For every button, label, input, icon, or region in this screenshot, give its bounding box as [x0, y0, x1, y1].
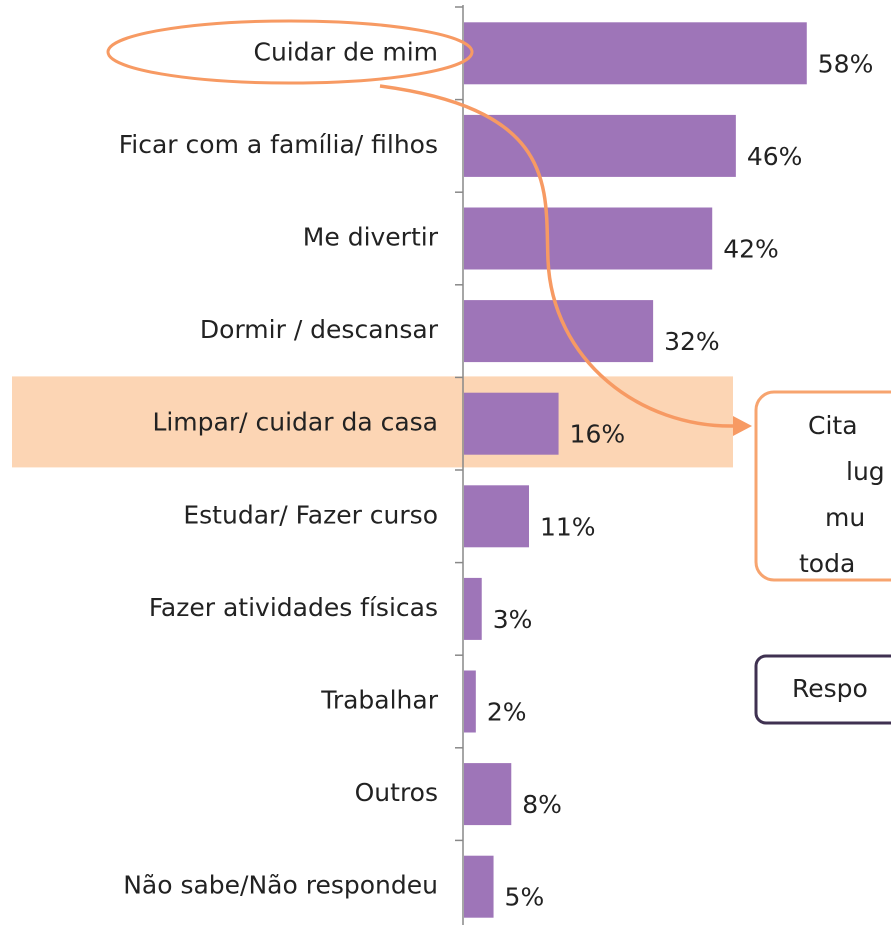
bar	[464, 577, 482, 640]
category-label: Ficar com a família/ filhos	[119, 130, 438, 159]
bar	[464, 670, 476, 733]
bar	[464, 855, 494, 918]
callout-text: lug	[846, 457, 885, 486]
highlight-band	[12, 376, 733, 468]
value-label: 3%	[493, 605, 533, 634]
value-label: 32%	[664, 327, 720, 356]
category-label: Fazer atividades físicas	[149, 593, 438, 622]
value-label: 58%	[818, 49, 874, 78]
bar	[464, 485, 530, 548]
bar	[464, 392, 559, 455]
bar	[464, 22, 807, 85]
callout-text: mu	[825, 503, 865, 532]
category-label: Limpar/ cuidar da casa	[152, 408, 438, 437]
value-label: 42%	[723, 235, 779, 264]
callout-text: Cita	[808, 411, 858, 440]
bar	[464, 207, 713, 270]
value-label: 5%	[505, 883, 545, 912]
bar	[464, 763, 512, 826]
category-label: Estudar/ Fazer curso	[183, 500, 438, 529]
category-label: Trabalhar	[320, 686, 438, 715]
category-label: Não sabe/Não respondeu	[123, 871, 438, 900]
note-box	[754, 654, 891, 725]
note-text: Respo	[792, 674, 868, 703]
arrow	[379, 84, 736, 428]
callout-text: toda	[799, 549, 855, 578]
value-label: 16%	[570, 420, 626, 449]
callout-box	[754, 390, 891, 582]
value-label: 46%	[747, 142, 803, 171]
bar	[464, 114, 736, 177]
value-label: 11%	[540, 512, 596, 541]
value-label: 8%	[522, 790, 562, 819]
arrow-head	[733, 416, 752, 436]
highlight-ellipse	[106, 19, 474, 85]
value-label: 2%	[487, 698, 527, 727]
category-label: Dormir / descansar	[200, 315, 439, 344]
category-label: Outros	[355, 778, 438, 807]
category-label: Me divertir	[303, 223, 439, 252]
category-label: Cuidar de mim	[253, 37, 438, 66]
